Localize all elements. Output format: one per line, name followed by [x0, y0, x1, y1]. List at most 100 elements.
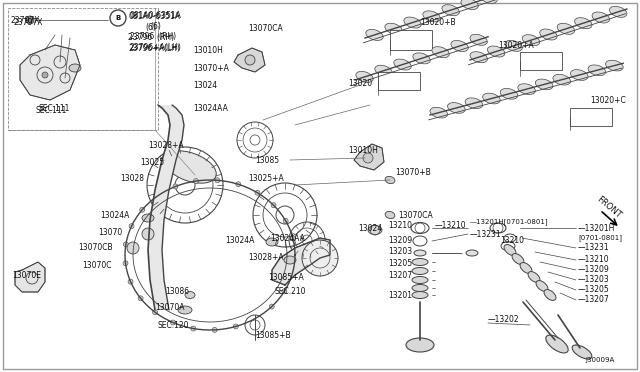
- Text: 13028: 13028: [120, 173, 144, 183]
- Ellipse shape: [490, 223, 506, 233]
- Ellipse shape: [570, 70, 588, 80]
- Circle shape: [123, 261, 128, 266]
- Ellipse shape: [540, 29, 557, 40]
- Text: (6): (6): [150, 22, 161, 31]
- Ellipse shape: [451, 41, 468, 51]
- Bar: [570, 108, 612, 126]
- Ellipse shape: [553, 74, 570, 85]
- Ellipse shape: [536, 280, 548, 291]
- Polygon shape: [20, 45, 80, 100]
- Text: 23797X: 23797X: [13, 17, 42, 26]
- Circle shape: [291, 236, 296, 241]
- Ellipse shape: [505, 40, 522, 51]
- Ellipse shape: [185, 292, 195, 298]
- Text: 13085+B: 13085+B: [255, 330, 291, 340]
- Text: 13024A: 13024A: [100, 211, 129, 219]
- Bar: [390, 30, 432, 50]
- Text: 23796+A(LH): 23796+A(LH): [130, 42, 182, 51]
- Text: 13070A: 13070A: [155, 304, 184, 312]
- Circle shape: [215, 178, 220, 183]
- Ellipse shape: [356, 71, 373, 83]
- Circle shape: [173, 184, 178, 189]
- Ellipse shape: [512, 254, 524, 264]
- Circle shape: [302, 240, 338, 276]
- Circle shape: [138, 296, 143, 301]
- Circle shape: [292, 253, 298, 257]
- Ellipse shape: [412, 267, 428, 275]
- Text: —13207: —13207: [578, 295, 610, 305]
- Ellipse shape: [394, 59, 412, 70]
- Text: —13231: —13231: [578, 244, 610, 253]
- Polygon shape: [148, 105, 184, 310]
- Text: 081A0-6351A: 081A0-6351A: [130, 10, 182, 19]
- Circle shape: [245, 315, 265, 335]
- Text: —13201H: —13201H: [578, 224, 616, 232]
- Bar: [520, 52, 562, 70]
- Text: 13024: 13024: [358, 224, 382, 232]
- Ellipse shape: [518, 84, 536, 94]
- Text: 13020+B: 13020+B: [420, 17, 456, 26]
- Ellipse shape: [592, 12, 609, 23]
- Ellipse shape: [500, 89, 518, 99]
- Ellipse shape: [480, 0, 497, 3]
- Ellipse shape: [412, 292, 428, 298]
- Text: B: B: [115, 15, 120, 21]
- Ellipse shape: [385, 211, 395, 219]
- Ellipse shape: [366, 29, 383, 41]
- Text: —13210: —13210: [435, 221, 467, 230]
- Circle shape: [269, 304, 275, 309]
- Ellipse shape: [413, 53, 430, 64]
- Ellipse shape: [609, 6, 627, 17]
- Ellipse shape: [412, 276, 428, 283]
- Text: SEC.210: SEC.210: [275, 288, 307, 296]
- Circle shape: [255, 190, 260, 195]
- Text: 13070CB: 13070CB: [78, 244, 113, 253]
- Circle shape: [152, 310, 157, 315]
- Circle shape: [129, 224, 134, 229]
- Text: 23796  (RH): 23796 (RH): [130, 32, 176, 41]
- Text: 13025+A: 13025+A: [248, 173, 284, 183]
- Text: 13207: 13207: [388, 272, 412, 280]
- Text: 13085: 13085: [255, 155, 279, 164]
- Text: —13209: —13209: [578, 266, 610, 275]
- Ellipse shape: [520, 263, 532, 273]
- Circle shape: [124, 242, 129, 247]
- Text: 23796  (RH): 23796 (RH): [128, 32, 174, 42]
- Ellipse shape: [385, 176, 395, 184]
- Text: 13028+A: 13028+A: [148, 141, 184, 150]
- Circle shape: [26, 16, 34, 24]
- Ellipse shape: [536, 79, 553, 90]
- Bar: [8, 8, 158, 130]
- Ellipse shape: [546, 335, 568, 353]
- Ellipse shape: [385, 23, 402, 34]
- Text: 13070CA: 13070CA: [248, 23, 283, 32]
- Circle shape: [128, 279, 133, 284]
- Ellipse shape: [442, 5, 460, 16]
- Text: —13210: —13210: [578, 256, 610, 264]
- Text: 13020: 13020: [348, 78, 372, 87]
- Ellipse shape: [572, 345, 592, 359]
- Ellipse shape: [605, 60, 623, 71]
- Text: —13203: —13203: [578, 276, 610, 285]
- Ellipse shape: [488, 46, 505, 57]
- Ellipse shape: [368, 225, 382, 234]
- Text: —13202: —13202: [488, 315, 520, 324]
- Ellipse shape: [544, 289, 556, 301]
- Text: 13210: 13210: [500, 235, 524, 244]
- Text: 23796+A(LH): 23796+A(LH): [128, 44, 180, 52]
- Ellipse shape: [432, 46, 449, 58]
- Bar: [378, 72, 420, 90]
- Text: SEC.120: SEC.120: [158, 321, 189, 330]
- Text: 13085+A: 13085+A: [268, 273, 304, 282]
- Text: 13020+C: 13020+C: [590, 96, 626, 105]
- Ellipse shape: [413, 236, 427, 246]
- Text: 13070E: 13070E: [12, 270, 41, 279]
- Circle shape: [170, 320, 175, 325]
- Ellipse shape: [375, 65, 392, 76]
- Polygon shape: [272, 238, 330, 285]
- Circle shape: [191, 326, 196, 331]
- Text: (6): (6): [145, 22, 156, 32]
- Text: 13070: 13070: [98, 228, 122, 237]
- Circle shape: [127, 242, 139, 254]
- Ellipse shape: [69, 64, 81, 72]
